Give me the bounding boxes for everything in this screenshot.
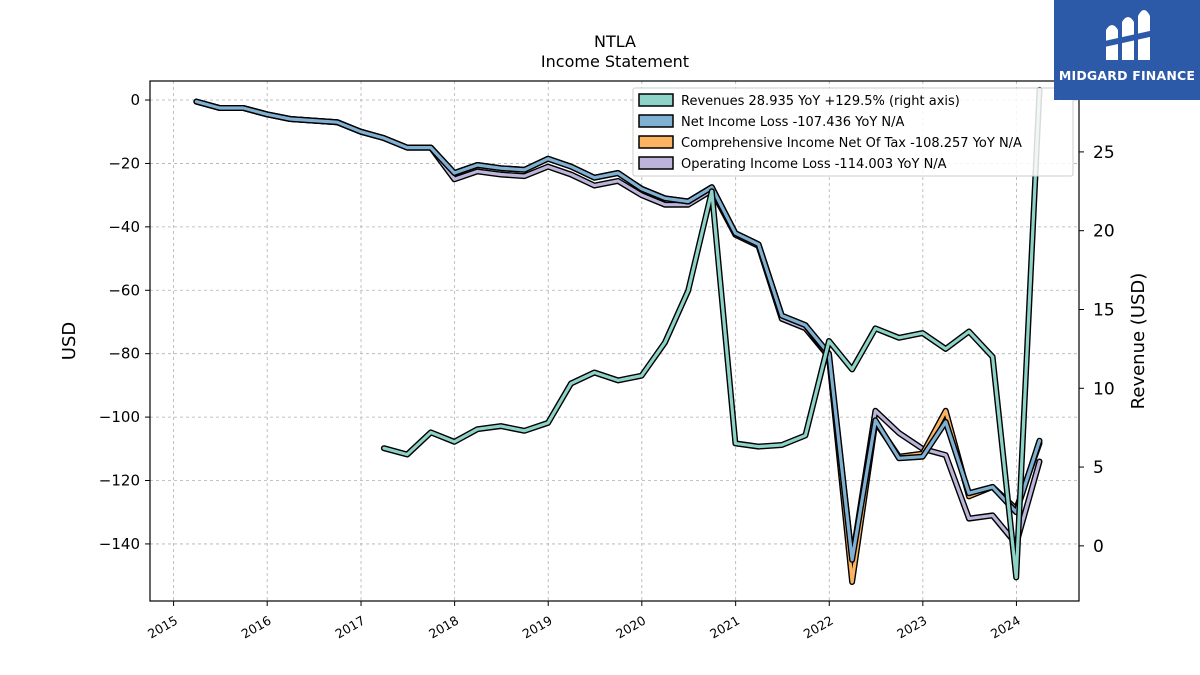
y-right-tick-label: 20 xyxy=(1093,222,1115,242)
y-right-tick-label: 15 xyxy=(1093,300,1115,320)
plot-frame xyxy=(149,80,1080,602)
y-tick-label: −140 xyxy=(99,535,140,553)
legend-swatch-operating-income xyxy=(638,156,674,170)
legend-label-revenues: Revenues 28.935 YoY +129.5% (right axis) xyxy=(681,94,960,109)
y-tick-label: −80 xyxy=(108,345,140,363)
logo-text: MIDGARD FINANCE xyxy=(1058,68,1196,83)
y-axis-right: 0 5 10 15 20 25 xyxy=(1079,143,1115,557)
series-line-revenues-28.935 xyxy=(382,88,1042,580)
series-line-net-income xyxy=(194,99,1042,562)
midgard-finance-logo: MIDGARD FINANCE xyxy=(1054,0,1200,100)
legend: Revenues 28.935 YoY +129.5% (right axis)… xyxy=(632,87,1074,177)
x-tick-label: 2015 xyxy=(145,613,180,642)
x-axis: 2015 2016 2017 2018 2019 2020 2021 2022 2023 2024 xyxy=(145,601,1023,642)
legend-frame xyxy=(632,87,1074,177)
y-right-tick-label: 0 xyxy=(1093,537,1104,557)
y-axis-left: 0 −20 −40 −60 −80 −100 −120 −140 xyxy=(99,91,150,553)
y-tick-label: −40 xyxy=(108,218,140,236)
x-tick-label: 2024 xyxy=(988,613,1023,642)
x-tick-label: 2018 xyxy=(426,613,461,642)
x-tick-label: 2021 xyxy=(707,613,742,642)
legend-swatch-revenues xyxy=(638,93,674,107)
y-right-tick-label: 25 xyxy=(1093,143,1115,163)
legend-swatch-net-income xyxy=(638,114,674,128)
y-axis-label-left: USD xyxy=(59,322,80,360)
legend-label-net-income: Net Income Loss -107.436 YoY N/A xyxy=(681,115,904,130)
series-layer xyxy=(193,86,1043,585)
y-axis-label-right: Revenue (USD) xyxy=(1128,273,1149,410)
y-tick-label: −100 xyxy=(99,408,140,426)
x-tick-label: 2017 xyxy=(332,613,367,642)
x-tick-label: 2020 xyxy=(613,613,648,642)
y-tick-label: −120 xyxy=(99,472,140,490)
legend-label-operating-income: Operating Income Loss -114.003 YoY N/A xyxy=(681,157,947,172)
legend-label-comprehensive-income: Comprehensive Income Net Of Tax -108.257… xyxy=(681,136,1022,151)
y-right-tick-label: 10 xyxy=(1093,379,1115,399)
chart-subtitle: Income Statement xyxy=(541,52,689,71)
y-right-tick-label: 5 xyxy=(1093,458,1104,478)
x-tick-label: 2022 xyxy=(801,613,836,642)
logo-mark-icon xyxy=(1100,10,1154,60)
y-tick-label: −20 xyxy=(108,154,140,172)
x-tick-label: 2019 xyxy=(520,613,555,642)
x-tick-label: 2016 xyxy=(239,613,274,642)
y-tick-label: −60 xyxy=(108,281,140,299)
chart-title: NTLA xyxy=(594,32,636,51)
legend-swatch-comprehensive-income xyxy=(638,135,674,149)
x-tick-label: 2023 xyxy=(894,613,929,642)
y-tick-label: 0 xyxy=(130,91,140,109)
